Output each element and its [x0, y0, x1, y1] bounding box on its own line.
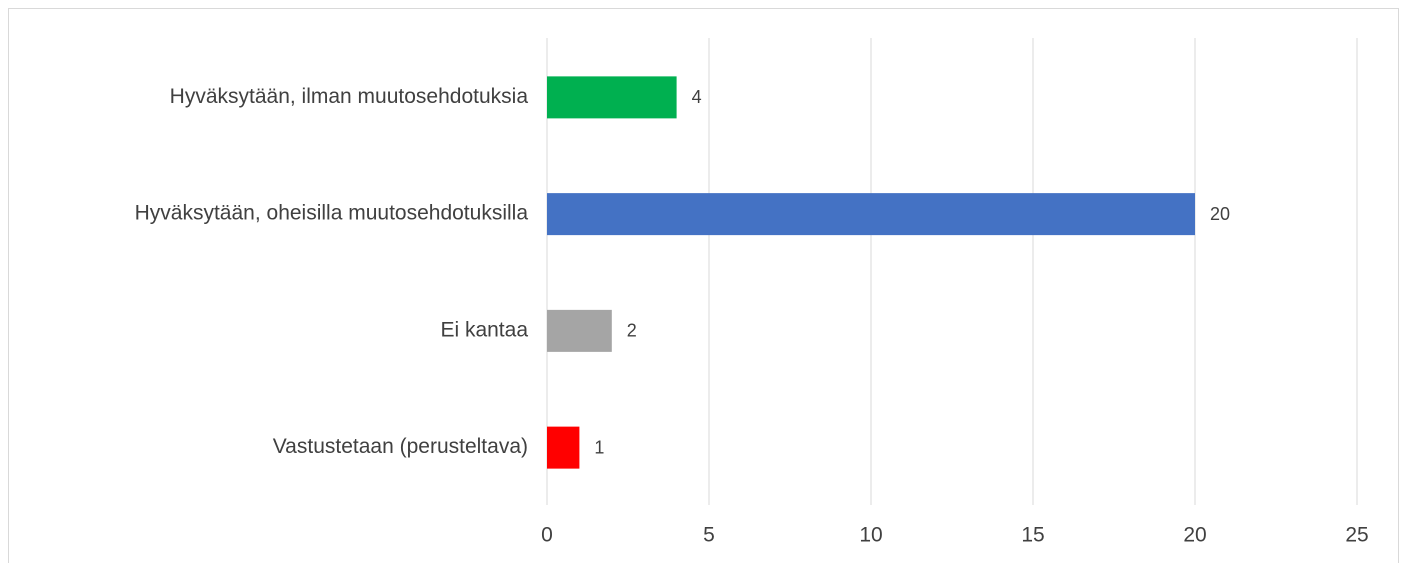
data-label: 20: [1210, 204, 1230, 224]
y-tick-label: Ei kantaa: [440, 318, 528, 341]
x-tick-label: 0: [541, 524, 553, 547]
x-tick-label: 10: [859, 524, 882, 547]
y-tick-label: Vastustetaan (perusteltava): [273, 435, 528, 458]
x-tick-label: 25: [1345, 524, 1368, 547]
x-tick-label: 15: [1021, 524, 1044, 547]
bar: [547, 76, 677, 119]
data-label: 4: [692, 87, 702, 107]
y-tick-label: Hyväksytään, ilman muutosehdotuksia: [170, 85, 529, 108]
bar: [547, 309, 612, 352]
x-tick-label: 20: [1183, 524, 1206, 547]
data-label: 1: [594, 437, 604, 457]
bar: [547, 193, 1195, 236]
chart-border: [8, 8, 1399, 563]
x-tick-label: 5: [703, 524, 715, 547]
y-tick-label: Hyväksytään, oheisilla muutosehdotuksill…: [135, 202, 529, 225]
data-label: 2: [627, 321, 637, 341]
bar: [547, 426, 580, 469]
